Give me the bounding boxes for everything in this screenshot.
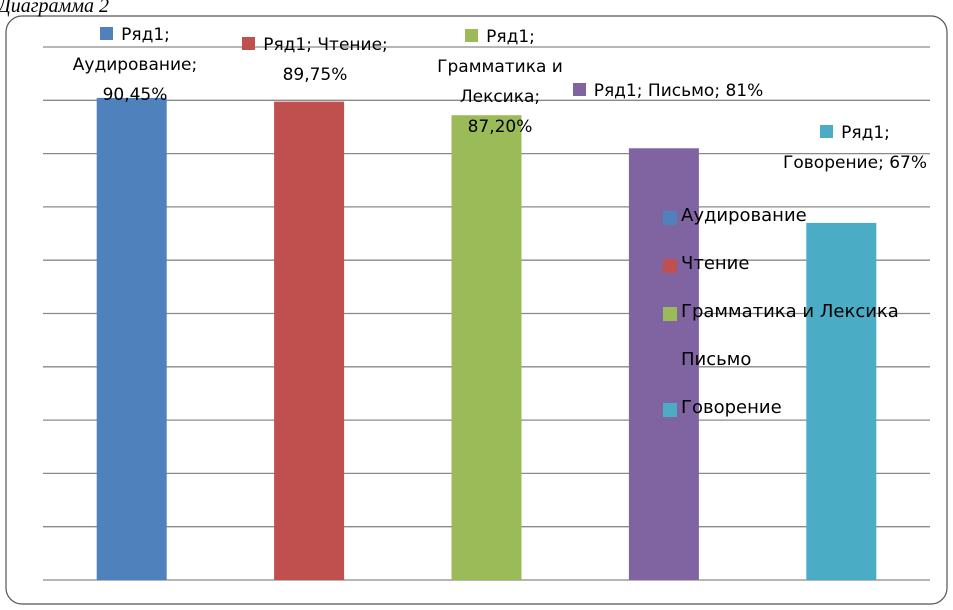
legend-label: Чтение [681,253,750,274]
legend-swatch [663,259,677,273]
data-label: Ряд1; Грамматика и Лексика; 87,20% [425,22,575,142]
legend-label: Говорение [681,397,782,418]
data-label: Ряд1; Чтение; 89,75% [215,30,415,90]
separator: ; [636,81,643,101]
chart-frame [5,15,948,605]
legend-item: Говорение [663,397,899,445]
separator: ; [878,153,884,173]
legend-label: Грамматика и Лексика [681,301,899,322]
category-name: Аудирование [72,55,192,75]
separator: ; [884,123,890,143]
separator: ; [164,25,170,45]
series-name: Ряд1 [593,81,637,101]
legend-item: Грамматика и Лексика [663,301,899,349]
series-name: Ряд1 [263,35,307,55]
label-marker [100,27,114,40]
value-label: 90,45% [102,85,168,105]
category-name: Грамматика и Лексика [437,57,563,107]
series-name: Ряд1 [841,123,885,143]
label-marker [572,83,586,96]
bar [274,101,345,580]
value-label: 87,20% [467,117,533,137]
chart-title: Диаграмма 2 [0,0,109,17]
value-label: 81% [725,81,764,101]
value-label: 89,75% [282,65,348,85]
bar [96,97,167,581]
series-name: Ряд1 [486,27,530,47]
label-marker [242,37,256,50]
category-name: Письмо [647,81,715,101]
category-name: Чтение [317,35,383,55]
legend-label: Письмо [681,349,752,370]
legend-swatch [663,307,677,321]
legend-label: Аудирование [681,205,807,226]
category-name: Говорение [783,153,879,173]
bar [451,115,522,580]
label-marker [820,125,834,138]
legend-item: Аудирование [663,205,899,253]
data-label: Ряд1; Говорение; 67% [780,118,930,178]
legend-swatch [663,355,677,369]
legend-swatch [663,211,677,225]
separator: ; [382,35,388,55]
legend: Аудирование Чтение Грамматика и Лексика Пис… [663,205,899,445]
data-label: Ряд1; Письмо; 81% [568,76,768,106]
separator: ; [306,35,312,55]
separator: ; [534,87,541,107]
legend-swatch [663,403,677,417]
series-name: Ряд1 [121,25,165,45]
legend-item: Чтение [663,253,899,301]
separator: ; [529,27,535,47]
label-marker [465,29,479,42]
bar [806,222,877,580]
legend-item: Письмо [663,349,899,397]
separator: ; [714,81,721,101]
value-label: 67% [889,153,927,173]
separator: ; [191,55,198,75]
data-label: Ряд1; Аудирование; 90,45% [50,20,220,110]
